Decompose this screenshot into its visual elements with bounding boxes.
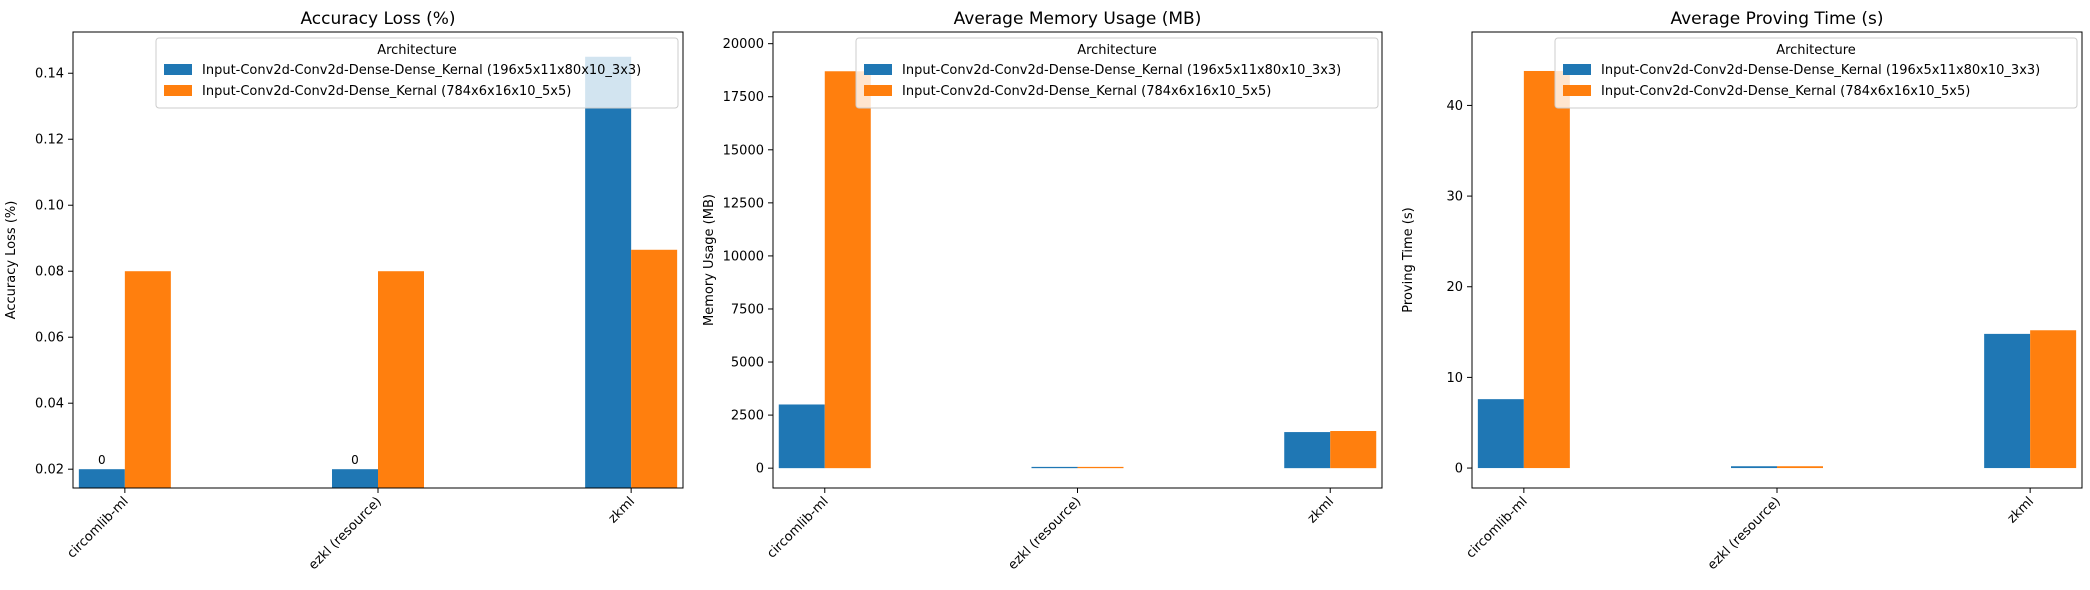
y-tick-label: 2500 — [731, 409, 764, 424]
bar-series-2-2 — [1777, 466, 1823, 469]
y-tick-label: 0 — [1455, 462, 1463, 477]
y-tick-label: 10000 — [723, 249, 764, 264]
y-tick-label: 0 — [756, 462, 764, 477]
bar-series-1-3 — [585, 56, 632, 489]
bar-series-1-1 — [778, 404, 825, 469]
bar-series-2-1 — [124, 271, 171, 488]
y-tick-label: 10 — [1446, 371, 1463, 386]
legend-swatch-2 — [864, 85, 892, 96]
bar-series-1-3 — [1284, 432, 1331, 469]
plot-frame — [772, 31, 1383, 489]
y-tick-label: 7500 — [731, 302, 764, 317]
legend-swatch-1 — [1563, 64, 1591, 75]
y-tick-label: 12500 — [723, 196, 764, 211]
y-axis-label: Accuracy Loss (%) — [4, 201, 19, 320]
bar-series-1-3 — [1984, 333, 2031, 469]
chart-panel-3: Average Proving Time (s) 0 10 20 30 40 Proving… — [1401, 9, 2083, 573]
legend: Architecture Input-Conv2d-Conv2d-Dense-De… — [1554, 37, 2078, 109]
legend-title: Architecture — [377, 43, 457, 58]
bar-series-2-1 — [1523, 70, 1570, 469]
legend-entry-2: Input-Conv2d-Conv2d-Dense_Kernal (784x6x… — [1601, 84, 1970, 99]
bar-series-1-2 — [1731, 466, 1777, 469]
legend: Architecture Input-Conv2d-Conv2d-Dense-De… — [855, 37, 1379, 109]
y-tick-label: 20 — [1446, 280, 1463, 295]
chart-title: Average Proving Time (s) — [1670, 9, 1883, 29]
legend-box — [1554, 37, 2078, 109]
y-tick-label: 0.12 — [35, 133, 64, 148]
y-axis-label: Proving Time (s) — [1401, 207, 1416, 312]
x-tick-label: zkml — [2005, 494, 2037, 526]
chart-title: Average Memory Usage (MB) — [954, 9, 1202, 29]
y-tick-label: 17500 — [723, 90, 764, 105]
y-tick-label: 0.10 — [35, 199, 64, 214]
legend-box — [855, 37, 1379, 109]
plot-frame — [1471, 31, 2083, 489]
y-tick-label: 5000 — [731, 356, 764, 371]
legend-entry-1: Input-Conv2d-Conv2d-Dense-Dense_Kernal (… — [202, 63, 641, 78]
legend-swatch-1 — [864, 64, 892, 75]
y-tick-label: 0.06 — [35, 331, 64, 346]
y-tick-label: 30 — [1446, 190, 1463, 205]
x-tick-label: ezkl (resource) — [306, 494, 385, 573]
x-tick-label: zkml — [606, 494, 638, 526]
x-tick-label: ezkl (resource) — [1705, 494, 1784, 573]
legend-swatch-2 — [1563, 85, 1591, 96]
y-tick-label: 20000 — [723, 37, 764, 52]
y-tick-label: 0.02 — [35, 463, 64, 478]
x-tick-label: circomlib-ml — [1463, 494, 1530, 561]
bar-data-label: 0 — [351, 453, 359, 467]
plot-frame — [72, 31, 684, 489]
y-tick-label: 0.04 — [35, 397, 64, 412]
chart-title: Accuracy Loss (%) — [300, 9, 455, 29]
legend: Architecture Input-Conv2d-Conv2d-Dense-De… — [155, 37, 679, 109]
legend-swatch-2 — [164, 85, 192, 96]
bar-series-2-2 — [378, 271, 424, 488]
bar-series-2-3 — [631, 249, 678, 488]
y-tick-label: 0.08 — [35, 265, 64, 280]
legend-box — [155, 37, 679, 109]
bar-series-2-3 — [1330, 431, 1377, 469]
bar-series-1-2 — [1031, 466, 1078, 469]
y-tick-label: 15000 — [723, 143, 764, 158]
y-tick-label: 0.14 — [35, 67, 64, 82]
bar-data-label: 0 — [98, 453, 106, 467]
legend-title: Architecture — [1776, 43, 1856, 58]
legend-entry-2: Input-Conv2d-Conv2d-Dense_Kernal (784x6x… — [902, 84, 1271, 99]
y-tick-label: 40 — [1446, 99, 1463, 114]
bar-series-1-2 — [332, 469, 378, 488]
bar-series-2-2 — [1077, 466, 1124, 469]
bar-series-2-3 — [2030, 330, 2077, 469]
bar-series-1-1 — [1477, 399, 1524, 469]
legend-swatch-1 — [164, 64, 192, 75]
legend-title: Architecture — [1077, 43, 1157, 58]
x-tick-label: zkml — [1305, 494, 1337, 526]
legend-entry-1: Input-Conv2d-Conv2d-Dense-Dense_Kernal (… — [1601, 63, 2040, 78]
x-tick-label: circomlib-ml — [64, 494, 131, 561]
legend-entry-1: Input-Conv2d-Conv2d-Dense-Dense_Kernal (… — [902, 63, 1341, 78]
legend-entry-2: Input-Conv2d-Conv2d-Dense_Kernal (784x6x… — [202, 84, 571, 99]
x-tick-label: circomlib-ml — [764, 494, 831, 561]
bar-series-2-1 — [824, 71, 871, 469]
chart-panel-2: Average Memory Usage (MB) 0 2500 5000 7500 10… — [702, 9, 1383, 573]
y-axis-label: Memory Usage (MB) — [702, 194, 717, 326]
bar-series-1-1 — [78, 469, 125, 488]
chart-panel-1: Accuracy Loss (%) 0.02 0.04 0.06 0.08 0.10 0.1… — [4, 9, 684, 573]
x-tick-label: ezkl (resource) — [1006, 494, 1085, 573]
